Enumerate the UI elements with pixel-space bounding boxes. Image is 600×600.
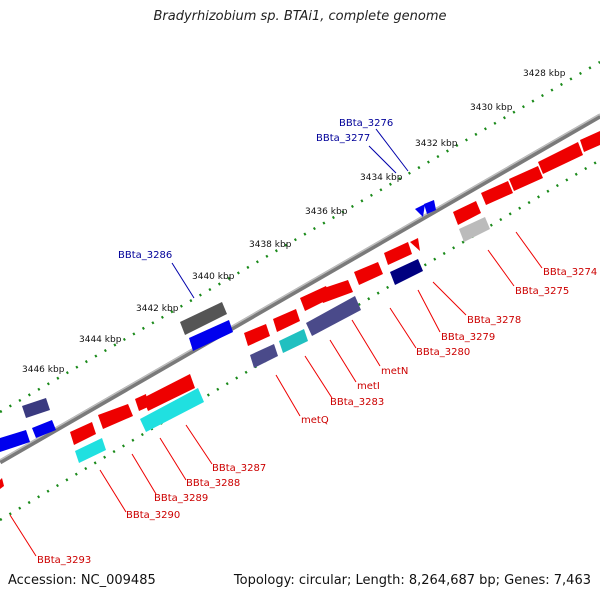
gene-feature (244, 324, 270, 346)
gene-feature (410, 238, 420, 251)
kbp-tick-label: 3432 kbp (415, 139, 458, 149)
kbp-tick-label: 3444 kbp (79, 335, 122, 345)
kbp-tick-label: 3428 kbp (523, 69, 566, 79)
gene-feature (0, 478, 4, 489)
gene-label: BBta_3276 (339, 118, 393, 129)
outer-dotted-ring (0, 60, 600, 414)
gene-feature (180, 302, 227, 335)
label-connector (185, 424, 213, 465)
gene-feature (415, 204, 425, 217)
gene-label: BBta_3286 (118, 250, 172, 261)
gene-feature (424, 200, 436, 214)
gene-label: BBta_3275 (515, 286, 569, 297)
gene-feature (459, 217, 490, 242)
gene-feature (453, 201, 481, 225)
label-connector (131, 453, 157, 495)
gene-feature (135, 394, 148, 411)
gene-feature (481, 181, 513, 205)
gene-feature (22, 398, 50, 418)
gene-feature (538, 142, 583, 174)
gene-feature (143, 374, 195, 411)
label-connector (375, 128, 409, 172)
gene-feature (354, 262, 383, 285)
inner-dotted-ring (0, 158, 600, 522)
outer-gene-track (0, 200, 436, 452)
label-connector (9, 514, 37, 557)
label-connector (99, 469, 127, 513)
label-connector (417, 289, 441, 333)
gene-label: BBta_3280 (416, 347, 470, 358)
label-connector (351, 319, 381, 367)
label-connector (159, 437, 187, 481)
gene-label: BBta_3288 (186, 478, 240, 489)
accession-text: Accession: NC_009485 (8, 573, 156, 588)
gene-label: BBta_3283 (330, 397, 384, 408)
kbp-tick-label: 3440 kbp (192, 272, 235, 282)
gene-label: BBta_3274 (543, 267, 597, 278)
gene-feature (390, 259, 423, 285)
gene-feature (140, 388, 204, 432)
inner-gene-track (0, 131, 600, 489)
gene-feature (75, 438, 106, 463)
gene-label: BBta_3290 (126, 510, 180, 521)
kbp-tick-label: 3436 kbp (305, 207, 348, 217)
gene-feature (273, 309, 300, 332)
gene-label: metN (381, 366, 408, 377)
kbp-tick-label: 3434 kbp (360, 173, 403, 183)
label-connector (432, 281, 467, 316)
label-connector (389, 307, 417, 349)
gene-feature (250, 344, 278, 368)
map-title: Bradyrhizobium sp. BTAi1, complete genom… (153, 9, 447, 24)
label-connector (275, 374, 301, 417)
label-connector (487, 249, 515, 287)
label-connector (171, 262, 195, 299)
label-connector (304, 355, 333, 399)
gene-feature (0, 430, 30, 452)
gene-feature (32, 420, 56, 438)
gene-feature (318, 280, 353, 303)
label-connector (368, 145, 397, 174)
kbp-tick-label: 3430 kbp (470, 103, 513, 113)
kbp-tick-label: 3446 kbp (22, 365, 65, 375)
gene-feature (98, 404, 133, 429)
backbone-highlight (0, 113, 600, 461)
gene-label: BBta_3278 (467, 315, 521, 326)
kbp-tick-label: 3442 kbp (136, 304, 179, 314)
gene-label: metQ (301, 415, 329, 426)
gene-feature (70, 422, 96, 445)
gene-label: BBta_3287 (212, 463, 266, 474)
gene-feature (279, 329, 308, 353)
gene-label: BBta_3277 (316, 133, 370, 144)
label-connector (329, 339, 357, 383)
gene-feature (306, 296, 361, 336)
genome-summary-text: Topology: circular; Length: 8,264,687 bp… (233, 573, 591, 588)
backbone (0, 113, 600, 465)
gene-feature (189, 320, 233, 351)
gene-feature (509, 166, 543, 191)
gene-feature (384, 242, 412, 265)
gene-label: BBta_3293 (37, 555, 91, 566)
kbp-tick-label: 3438 kbp (249, 240, 292, 250)
gene-label: BBta_3289 (154, 493, 208, 504)
gene-feature (580, 131, 600, 152)
gene-label: metI (357, 381, 380, 392)
label-connector (515, 231, 543, 269)
gene-label: BBta_3279 (441, 332, 495, 343)
